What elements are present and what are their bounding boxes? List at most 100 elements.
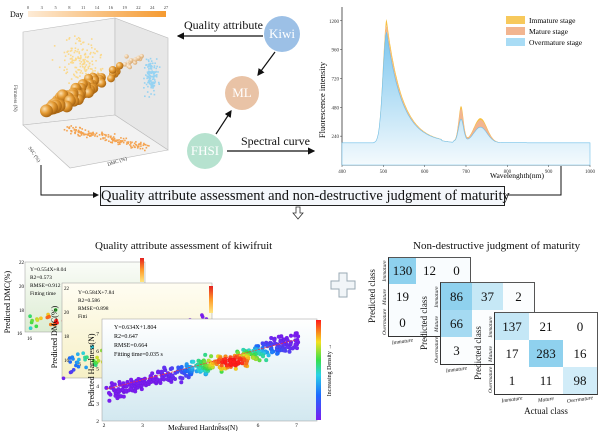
data-point [203, 352, 208, 358]
yz-point [90, 38, 93, 40]
xz-point [153, 84, 156, 87]
x-axis-label: DMC (%) [107, 157, 128, 168]
xy-point [125, 143, 128, 145]
y-tick-label: 5 [96, 367, 99, 373]
ytick: 20 [64, 311, 70, 316]
yz-point [89, 51, 92, 54]
yz-point [80, 56, 82, 59]
xy-point [114, 139, 116, 142]
yz-point [82, 65, 84, 68]
cm-cell: 11 [539, 372, 553, 388]
center-title: Quality attribute assessment and non-des… [100, 186, 510, 206]
cm-ylabel: Predicted class [367, 269, 377, 323]
xy-point [80, 131, 83, 134]
yz-point [77, 48, 79, 51]
xy-point [129, 141, 132, 143]
spectrum-svg: Fluorescence intensity 2404807209601200 … [317, 7, 596, 180]
spheres [39, 53, 144, 118]
data-point [269, 350, 275, 355]
xy-point [68, 127, 70, 129]
xz-point [158, 66, 161, 68]
data-point [112, 382, 117, 387]
quality-attribute-label: Quality attribute [184, 18, 263, 32]
cm-cell: 0 [576, 318, 584, 334]
y-tick-label: 240 [332, 135, 340, 140]
xy-point [77, 133, 79, 136]
xy-point [86, 136, 88, 139]
yz-point [68, 82, 70, 84]
yz-point [78, 38, 81, 40]
data-point [260, 354, 266, 359]
fhsi-to-ml-arrow [215, 109, 232, 135]
yz-point [81, 72, 84, 75]
cm-row-label: Overmature [434, 336, 440, 363]
data-point [81, 351, 86, 356]
data-point [71, 357, 75, 361]
cm-row-label: Mature [434, 315, 440, 332]
yz-point [97, 71, 99, 74]
xz-point [150, 71, 152, 73]
yz-point [71, 59, 74, 62]
yz-point [75, 70, 77, 73]
yz-point [74, 66, 77, 69]
xy-point [101, 131, 103, 134]
xz-point [145, 83, 148, 86]
data-point [244, 360, 249, 366]
y-tick-label: 4 [96, 384, 99, 390]
cm-cell: 137 [495, 313, 529, 340]
fhsi-node-label: FHSI [190, 143, 220, 158]
yz-point [79, 57, 82, 60]
yz-point [68, 37, 71, 39]
yz-point [99, 56, 102, 59]
yz-point [86, 56, 89, 59]
data-point [292, 333, 298, 338]
data-point [76, 364, 81, 369]
xz-point [150, 72, 153, 75]
xy-point [115, 140, 118, 142]
xy-point [66, 126, 69, 128]
regression-title: Quality attribute assessment of kiwifrui… [95, 240, 273, 252]
yz-point [79, 55, 82, 57]
yz-point [101, 67, 104, 70]
x-tick-label: 3 [141, 423, 144, 429]
scatter3d-svg: Day 0 3 5 8 11 14 16 19 22 24 27 Firmness (N) DMC … [10, 5, 169, 169]
spectrum-legend: Immature stage Mature stage Overmature s… [506, 16, 583, 47]
cm-cell: 130 [389, 258, 416, 284]
xy-point [79, 135, 81, 137]
cm-cell: 2 [515, 288, 522, 304]
xy-point [80, 134, 83, 136]
ml-node: ML [225, 76, 259, 110]
yz-point [86, 60, 88, 62]
xz-point [149, 62, 152, 65]
xy-point [129, 144, 131, 146]
yz-point [73, 51, 76, 54]
xy-point [125, 137, 128, 140]
yz-point [94, 48, 96, 50]
xz-point [150, 93, 152, 95]
fit-3: Fitting time=0.035 s [114, 352, 164, 358]
yz-point [87, 43, 90, 45]
data-point [264, 357, 269, 363]
yz-point [67, 50, 69, 53]
yz-point [77, 36, 80, 39]
data-point [169, 366, 175, 371]
sphere-point [128, 58, 134, 63]
xz-point [148, 63, 150, 66]
yz-point [85, 72, 87, 75]
data-point [184, 362, 189, 367]
yz-point [88, 62, 91, 65]
spectrum-chart: Fluorescence intensity 240 480 720 960 1200 … [310, 0, 600, 180]
y-tick-label: 6 [96, 349, 99, 355]
yz-point [80, 70, 83, 72]
xy-point [95, 132, 98, 134]
xz-point [144, 95, 146, 98]
x-tick-label: 700 [462, 170, 470, 175]
data-point [288, 333, 294, 338]
xz-point [143, 67, 146, 69]
xy-point [111, 141, 114, 144]
yz-point [100, 69, 102, 72]
yz-point [67, 53, 70, 55]
xz-point [154, 79, 156, 81]
yz-point [83, 60, 85, 62]
xy-point [92, 131, 94, 134]
